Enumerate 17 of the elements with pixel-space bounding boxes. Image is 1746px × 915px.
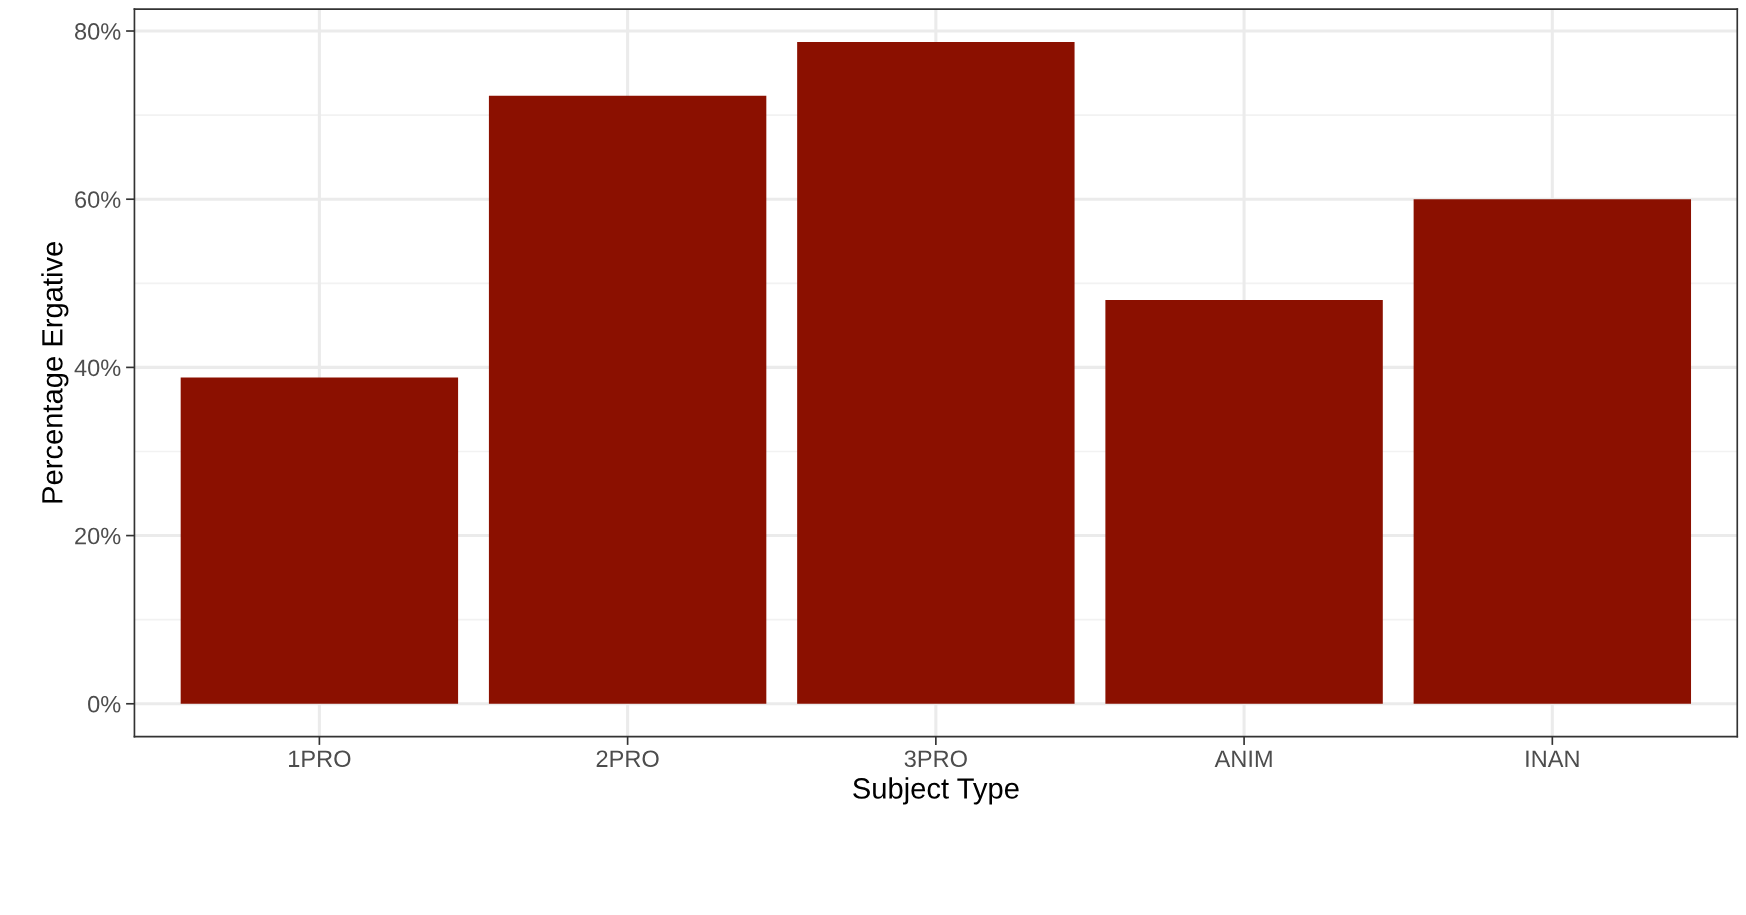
x-tick-label: INAN	[1526, 750, 1579, 767]
x-tick-label: 3PRO	[904, 750, 967, 768]
y-axis-title: Percentage Ergative	[41, 242, 69, 503]
y-tick-label: 80%	[75, 23, 121, 40]
bar	[488, 95, 767, 704]
bar	[1413, 199, 1692, 704]
y-tick-label: 60%	[75, 191, 121, 208]
x-tick-label: 2PRO	[596, 750, 659, 768]
y-tick-label: 20%	[75, 527, 121, 545]
x-axis-title: Subject Type	[853, 777, 1019, 805]
y-tick-label: 40%	[74, 359, 121, 377]
bar	[797, 41, 1075, 704]
x-tick-label: 1PRO	[289, 750, 351, 768]
bar	[1105, 300, 1383, 704]
bar	[180, 377, 459, 704]
x-tick-label: ANIM	[1214, 750, 1272, 767]
y-tick-label: 0%	[88, 695, 121, 713]
